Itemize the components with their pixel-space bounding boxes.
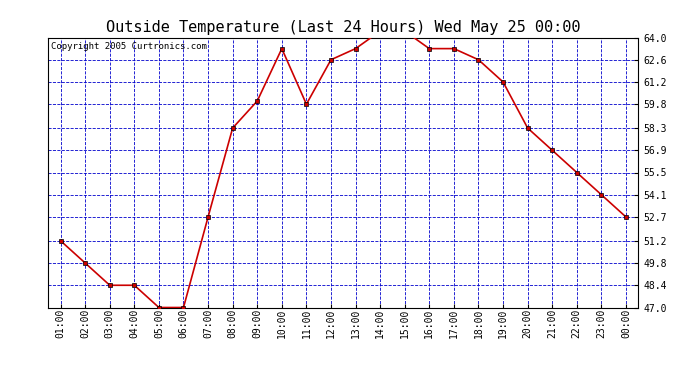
Text: Copyright 2005 Curtronics.com: Copyright 2005 Curtronics.com: [51, 42, 207, 51]
Title: Outside Temperature (Last 24 Hours) Wed May 25 00:00: Outside Temperature (Last 24 Hours) Wed …: [106, 20, 580, 35]
